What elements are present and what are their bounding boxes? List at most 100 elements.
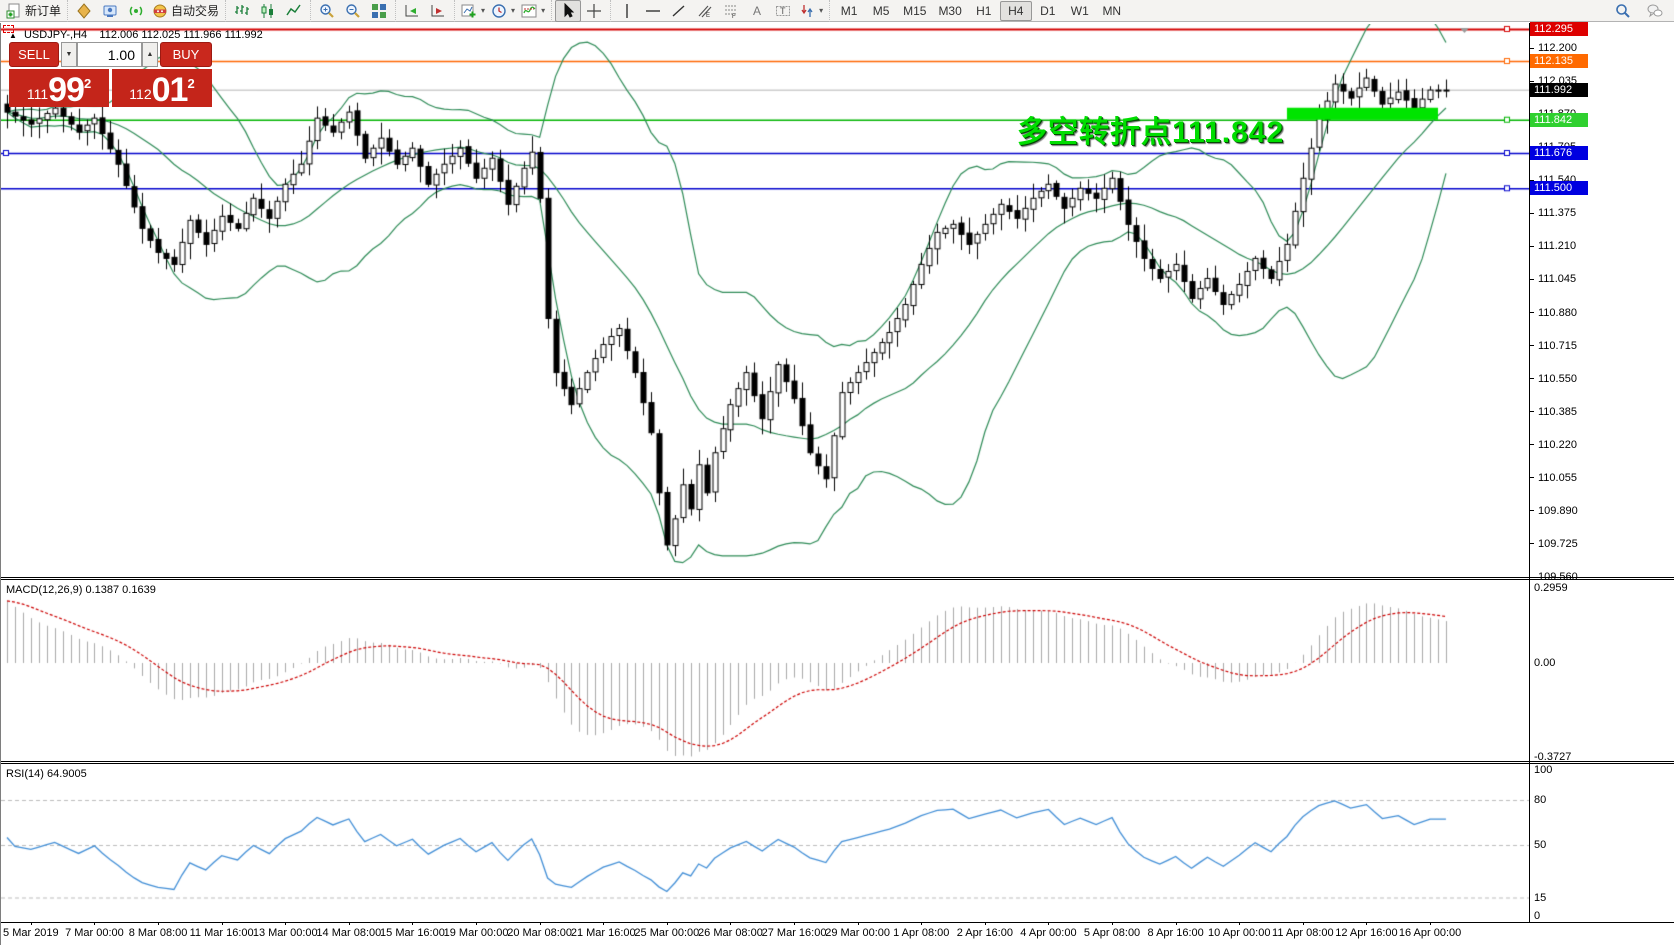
volume-down-button[interactable]: ▼: [61, 42, 77, 67]
svg-text:E: E: [706, 13, 710, 19]
window-selection-marker: [3, 25, 14, 33]
chart-shift-button[interactable]: [399, 0, 425, 22]
time-label: 2 Apr 16:00: [956, 927, 1013, 939]
time-tick: [30, 922, 32, 925]
toolbar-group: E F A T ▾: [610, 0, 829, 22]
vertical-line-button[interactable]: [614, 0, 640, 22]
time-label: 7 Mar 00:00: [65, 927, 124, 939]
time-label: 19 Mar 00:00: [443, 927, 509, 939]
svg-text:A: A: [753, 4, 761, 18]
profiles-button[interactable]: [97, 0, 123, 22]
volume-input[interactable]: [77, 42, 142, 67]
panel-separator[interactable]: [1, 763, 1674, 764]
volume-up-button[interactable]: ▲: [142, 42, 158, 67]
cursor-button[interactable]: [555, 0, 582, 22]
chat-button[interactable]: [1642, 0, 1668, 22]
sell-price-small: 111: [26, 86, 49, 102]
macd-tick: -0.3727: [1534, 751, 1572, 764]
panel-separator[interactable]: [1, 579, 1674, 580]
add-indicator-icon: [461, 4, 476, 17]
chat-icon: [1647, 4, 1663, 17]
sell-price-pip: 2: [83, 76, 92, 91]
timeframe-M1[interactable]: M1: [833, 1, 865, 21]
dropdown-arrow-icon[interactable]: ▾: [819, 6, 824, 15]
button-label: W1: [1070, 3, 1089, 18]
candle-chart-mode-button[interactable]: [255, 0, 281, 22]
chart-window[interactable]: ▲ USDJPY-,H4 112.006 112.025 111.966 111…: [0, 21, 1674, 945]
button-label: M30: [938, 3, 962, 18]
periods-button[interactable]: ▾: [488, 0, 518, 22]
new-order-icon: [6, 3, 20, 18]
bar-chart-mode-button[interactable]: [229, 0, 255, 22]
charts-window-button[interactable]: [71, 0, 97, 22]
time-label: 11 Apr 08:00: [1272, 927, 1334, 939]
zoom-in-button[interactable]: [314, 0, 340, 22]
macd-indicator-chart[interactable]: [1, 580, 1529, 762]
buy-button[interactable]: BUY: [160, 42, 212, 67]
rsi-tick: 0: [1534, 910, 1541, 922]
crosshair-icon: [587, 3, 602, 18]
panel-separator[interactable]: [1, 761, 1674, 762]
auto-scroll-button[interactable]: [425, 0, 451, 22]
autotrading-icon: [153, 4, 167, 17]
arrows-button[interactable]: ▾: [796, 0, 826, 22]
channel-icon: E: [698, 5, 712, 19]
timeframe-M15[interactable]: M15: [897, 1, 932, 21]
timeframe-D1[interactable]: D1: [1032, 1, 1064, 21]
clock-icon: [492, 3, 506, 18]
sell-price-display[interactable]: 111 99 2: [9, 69, 109, 107]
timeframe-H4[interactable]: H4: [999, 0, 1032, 21]
main-price-chart[interactable]: [1, 24, 1529, 578]
time-tick: [348, 922, 350, 925]
price-tick: 110.220: [1530, 439, 1577, 451]
buy-price-display[interactable]: 112 01 2: [112, 69, 212, 107]
timeframe-M30[interactable]: M30: [932, 1, 967, 21]
rsi-tick: 80: [1534, 794, 1547, 806]
dropdown-arrow-icon[interactable]: ▾: [481, 6, 486, 15]
toolbar-group: [551, 0, 610, 22]
time-axis: 5 Mar 2019 7 Mar 00:00 8 Mar 08:00 11 Mar 1…: [1, 922, 1674, 945]
price-axis-border: [1529, 23, 1530, 922]
price-tick: 112.200: [1530, 42, 1577, 54]
horizontal-line-button[interactable]: [640, 0, 666, 22]
dropdown-arrow-icon[interactable]: ▾: [511, 6, 516, 15]
fibonacci-button[interactable]: F: [718, 0, 744, 22]
text-button[interactable]: A: [744, 0, 770, 22]
turning-point-annotation[interactable]: 多空转折点111.842: [1017, 116, 1285, 149]
timeframe-M5[interactable]: M5: [865, 1, 897, 21]
time-label: 5 Mar 2019: [3, 927, 59, 939]
button-label: M5: [872, 3, 890, 18]
rsi-indicator-chart[interactable]: [1, 764, 1529, 922]
timeframe-W1[interactable]: W1: [1064, 1, 1096, 21]
price-tick: 111.375: [1530, 207, 1576, 219]
timeframe-MN[interactable]: MN: [1096, 1, 1128, 21]
panel-separator[interactable]: [1, 577, 1674, 578]
add-indicator-button[interactable]: ▾: [458, 0, 488, 22]
time-label: 27 Mar 16:00: [761, 927, 827, 939]
time-label: 29 Mar 00:00: [825, 927, 891, 939]
dropdown-arrow-icon[interactable]: ▾: [541, 6, 546, 15]
autotrading-button[interactable]: 自动交易: [149, 0, 222, 22]
zoom-out-button[interactable]: [340, 0, 366, 22]
new-order-button[interactable]: 新订单: [3, 0, 64, 22]
tile-windows-button[interactable]: [366, 0, 392, 22]
crosshair-button[interactable]: [581, 0, 607, 22]
search-button[interactable]: [1610, 0, 1636, 22]
collapse-arrow-icon[interactable]: ▲: [9, 31, 17, 40]
signals-button[interactable]: [123, 0, 149, 22]
line-chart-mode-button[interactable]: [281, 0, 307, 22]
time-label: 13 Mar 00:00: [252, 927, 318, 939]
text-label-button[interactable]: T: [770, 0, 796, 22]
templates-button[interactable]: ▾: [518, 0, 548, 22]
ohlc-values: 112.006 112.025 111.966 111.992: [99, 29, 263, 41]
sell-button[interactable]: SELL: [9, 42, 59, 67]
candle-chart-icon: [261, 3, 274, 18]
time-tick: [412, 922, 414, 925]
toolbar-group: [395, 0, 454, 22]
equidistant-channel-button[interactable]: E: [692, 0, 718, 22]
trendline-button[interactable]: [666, 0, 692, 22]
shift-left-icon: [431, 4, 445, 16]
time-tick: [921, 922, 923, 925]
price-level-badge: 112.295: [1530, 21, 1588, 36]
timeframe-H1[interactable]: H1: [968, 1, 1000, 21]
